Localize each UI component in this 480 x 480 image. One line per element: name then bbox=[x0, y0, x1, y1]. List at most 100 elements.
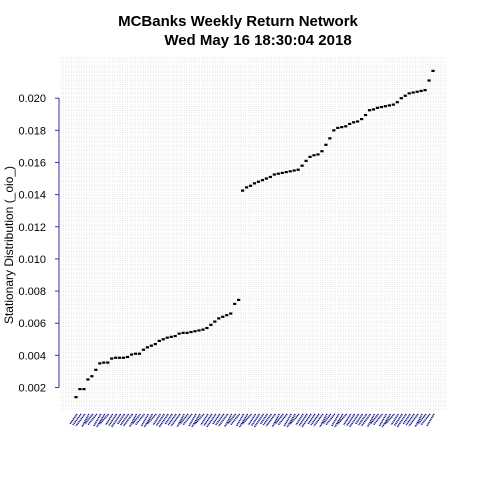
data-point bbox=[193, 330, 197, 333]
data-point bbox=[367, 109, 372, 112]
x-category-label-mark bbox=[414, 413, 423, 428]
data-point bbox=[241, 189, 245, 192]
data-point bbox=[181, 331, 185, 334]
y-tick-label: 0.018 bbox=[18, 125, 46, 137]
x-category-label-mark bbox=[218, 413, 229, 427]
x-category-label-mark bbox=[134, 413, 146, 426]
x-category-label-mark bbox=[235, 413, 245, 427]
x-category-label-mark bbox=[81, 413, 90, 428]
x-category-label-mark bbox=[227, 413, 237, 425]
x-category-label-mark bbox=[188, 413, 197, 427]
x-category-label-mark bbox=[215, 413, 225, 426]
data-point bbox=[308, 155, 312, 158]
x-category-label-mark bbox=[122, 413, 134, 427]
data-point bbox=[387, 104, 391, 107]
x-category-label-mark bbox=[390, 413, 399, 426]
data-point bbox=[395, 101, 399, 104]
x-category-label-mark bbox=[334, 413, 344, 428]
x-category-label-mark bbox=[369, 413, 380, 425]
data-point bbox=[324, 143, 328, 146]
data-point bbox=[256, 180, 261, 183]
x-category-label-mark bbox=[247, 413, 257, 426]
data-point bbox=[129, 353, 134, 356]
x-category-label-mark bbox=[170, 413, 181, 427]
data-point bbox=[280, 171, 284, 175]
x-category-label-mark bbox=[331, 413, 340, 427]
x-category-label-mark bbox=[322, 413, 332, 425]
data-point bbox=[217, 317, 221, 320]
y-tick-label: 0.014 bbox=[18, 190, 46, 202]
x-category-label-mark bbox=[295, 413, 304, 426]
x-category-label-mark bbox=[405, 413, 415, 426]
data-point bbox=[94, 368, 98, 371]
data-point bbox=[153, 343, 157, 346]
data-point bbox=[189, 330, 193, 334]
data-point bbox=[213, 320, 217, 323]
y-tick-label: 0.010 bbox=[18, 254, 46, 266]
data-point bbox=[177, 332, 181, 335]
x-category-label-mark bbox=[164, 413, 173, 425]
data-points bbox=[74, 69, 435, 399]
data-point bbox=[78, 388, 82, 391]
y-tick-label: 0.004 bbox=[18, 350, 46, 362]
x-category-label-mark bbox=[72, 413, 82, 426]
data-point bbox=[98, 362, 102, 365]
x-category-label-mark bbox=[283, 413, 292, 427]
x-category-label-mark bbox=[271, 413, 281, 428]
x-category-label-mark bbox=[298, 413, 308, 427]
x-category-label-mark bbox=[143, 413, 154, 428]
x-category-label-mark bbox=[313, 413, 324, 427]
data-point bbox=[149, 344, 153, 347]
data-point bbox=[363, 113, 368, 117]
data-point bbox=[391, 103, 395, 106]
x-category-label-mark bbox=[420, 413, 431, 426]
grid-lines bbox=[60, 57, 447, 411]
data-point bbox=[379, 105, 384, 109]
y-tick-label: 0.012 bbox=[18, 222, 46, 234]
x-category-label-mark bbox=[84, 413, 94, 425]
x-category-label-mark bbox=[155, 413, 165, 427]
data-point bbox=[332, 129, 336, 132]
data-point bbox=[300, 164, 304, 167]
x-category-label-mark bbox=[393, 413, 403, 427]
x-category-label-mark bbox=[241, 413, 253, 425]
x-category-label-mark bbox=[200, 413, 209, 426]
x-category-label-mark bbox=[93, 413, 102, 427]
data-point bbox=[423, 89, 427, 92]
data-point bbox=[284, 171, 288, 174]
x-category-label-mark bbox=[191, 413, 201, 428]
data-point bbox=[340, 126, 344, 129]
data-point bbox=[260, 179, 265, 182]
x-category-label-mark bbox=[203, 413, 213, 427]
data-point bbox=[352, 121, 356, 124]
data-point bbox=[114, 356, 118, 359]
data-point bbox=[244, 186, 249, 189]
data-point bbox=[288, 170, 292, 173]
x-category-label-mark bbox=[223, 413, 233, 428]
x-category-label-mark bbox=[277, 413, 288, 426]
data-point bbox=[173, 334, 177, 338]
data-point bbox=[225, 314, 229, 317]
x-category-label-mark bbox=[360, 413, 372, 427]
data-point bbox=[399, 97, 403, 100]
x-category-label-mark bbox=[146, 413, 157, 425]
x-category-label-mark bbox=[307, 413, 316, 425]
data-point bbox=[252, 182, 257, 185]
data-point bbox=[272, 173, 276, 176]
y-tick-label: 0.002 bbox=[18, 382, 46, 394]
data-point bbox=[419, 89, 423, 93]
y-tick-label: 0.008 bbox=[18, 286, 46, 298]
data-point bbox=[403, 94, 407, 97]
x-category-label-mark bbox=[182, 413, 193, 426]
data-point bbox=[344, 125, 348, 128]
data-point bbox=[415, 90, 419, 93]
x-category-label-mark bbox=[408, 413, 419, 427]
data-point bbox=[276, 172, 280, 175]
x-category-label-mark bbox=[167, 413, 177, 426]
data-point bbox=[328, 137, 332, 140]
x-category-label-mark bbox=[140, 413, 150, 427]
data-point bbox=[320, 150, 324, 153]
data-point bbox=[169, 335, 173, 338]
x-category-label-mark bbox=[152, 413, 161, 426]
